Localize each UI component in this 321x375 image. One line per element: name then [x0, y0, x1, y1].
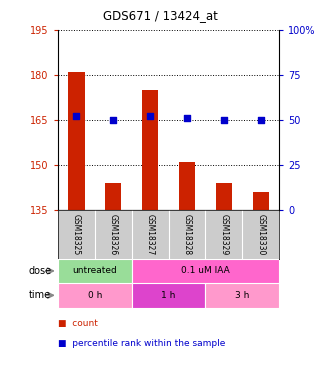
Text: 3 h: 3 h — [235, 291, 249, 300]
Text: untreated: untreated — [72, 266, 117, 275]
Text: GSM18329: GSM18329 — [219, 214, 229, 255]
Point — [147, 113, 153, 119]
Point — [258, 117, 263, 123]
Bar — [205, 283, 279, 308]
Bar — [68, 72, 84, 210]
Text: GDS671 / 13424_at: GDS671 / 13424_at — [103, 9, 218, 22]
Bar — [216, 183, 232, 210]
Bar — [132, 259, 279, 283]
Bar — [179, 162, 195, 210]
Bar — [58, 259, 132, 283]
Text: dose: dose — [28, 266, 51, 276]
Text: 0 h: 0 h — [88, 291, 102, 300]
Text: GSM18327: GSM18327 — [145, 214, 155, 255]
Point — [221, 117, 226, 123]
Bar — [105, 183, 121, 210]
Bar — [142, 90, 158, 210]
Text: GSM18328: GSM18328 — [182, 214, 192, 255]
Text: GSM18330: GSM18330 — [256, 214, 265, 255]
Bar — [253, 192, 269, 210]
Text: GSM18325: GSM18325 — [72, 214, 81, 255]
Point — [184, 115, 189, 121]
Text: time: time — [29, 290, 51, 300]
Point — [110, 117, 116, 123]
Text: 1 h: 1 h — [161, 291, 176, 300]
Bar — [58, 283, 132, 308]
Text: ■  percentile rank within the sample: ■ percentile rank within the sample — [58, 339, 225, 348]
Point — [74, 113, 79, 119]
Text: GSM18326: GSM18326 — [108, 214, 118, 255]
Text: 0.1 uM IAA: 0.1 uM IAA — [181, 266, 230, 275]
Bar — [132, 283, 205, 308]
Text: ■  count: ■ count — [58, 319, 98, 328]
